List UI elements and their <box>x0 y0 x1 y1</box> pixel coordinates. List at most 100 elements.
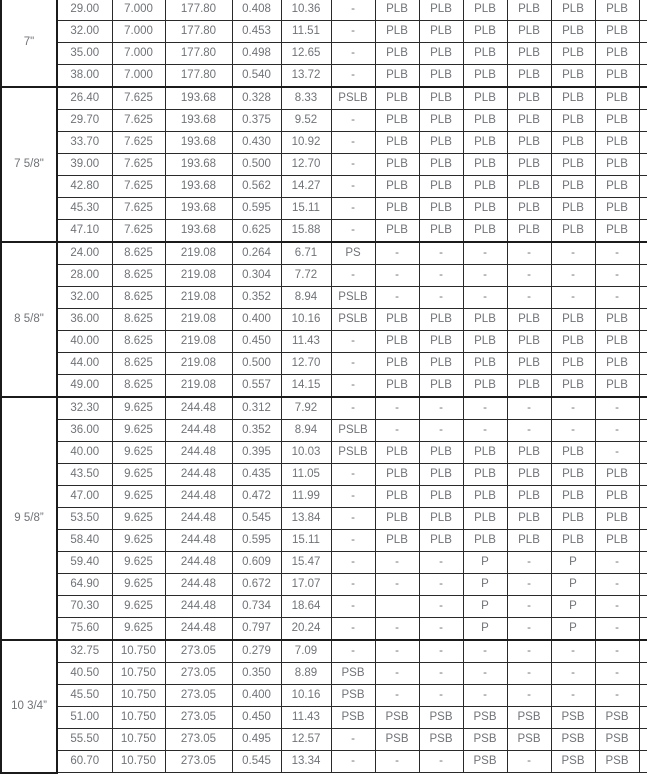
cell-wall_in: 0.562 <box>231 175 282 198</box>
cell-grade_4: - <box>462 286 508 309</box>
cell-wall_mm: 14.15 <box>280 374 332 398</box>
cell-grade_4: PLB <box>462 86 508 110</box>
cell-grade_3: - <box>418 286 464 309</box>
cell-grade_4: PLB <box>462 529 508 552</box>
cell-grade_6: - <box>550 396 596 420</box>
cell-grade_1: - <box>330 264 376 287</box>
cell-grade_2: PLB <box>374 485 420 508</box>
cell-grade_7: - <box>594 286 640 309</box>
cell-grade_3: PLB <box>418 64 464 88</box>
cell-grade_3: PLB <box>418 175 464 198</box>
cell-wall_mm: 7.92 <box>280 396 332 420</box>
cell-grade_5: - <box>506 551 552 574</box>
cell-grade_8: - <box>638 86 647 110</box>
table-row: 49.00 8.625 219.08 0.557 14.15- PLB PLB PLB PLB P… <box>1 374 647 398</box>
cell-grade_1: - <box>330 551 376 574</box>
cell-grade_6: PLB <box>550 463 596 486</box>
cell-od_mm: 219.08 <box>164 308 233 331</box>
cell-grade_2: - <box>374 241 420 265</box>
cell-od_mm: 193.68 <box>164 86 233 110</box>
cell-weight_lb_ft: 36.00 <box>56 419 113 442</box>
cell-grade_2: PLB <box>374 86 420 110</box>
cell-grade_8: PSB <box>638 706 647 729</box>
cell-grade_3: PLB <box>418 20 464 43</box>
cell-wall_mm: 13.34 <box>280 750 332 773</box>
cell-od_in: 9.625 <box>111 441 166 464</box>
cell-wall_in: 0.304 <box>231 264 282 287</box>
cell-grade_6: PLB <box>550 64 596 88</box>
cell-od_in: 10.750 <box>111 728 166 751</box>
cell-grade_1: - <box>330 175 376 198</box>
cell-grade_1: - <box>330 330 376 353</box>
cell-grade_1: PSLB <box>330 308 376 331</box>
cell-weight_lb_ft: 45.30 <box>56 197 113 220</box>
table-row: 7 5/8" 26.40 7.625 193.68 0.328 8.33 PSLB PLB PL… <box>0 86 647 243</box>
cell-grade_1: - <box>330 64 376 88</box>
cell-wall_in: 0.352 <box>231 286 282 309</box>
cell-od_in: 9.625 <box>111 396 166 420</box>
cell-grade_5: PLB <box>506 131 552 154</box>
cell-grade_7: - <box>594 617 640 641</box>
cell-grade_4: PSB <box>462 728 508 751</box>
cell-grade_7: - <box>594 396 640 420</box>
cell-grade_2: PLB <box>374 20 420 43</box>
cell-od_in: 9.625 <box>111 419 166 442</box>
cell-od_in: 9.625 <box>111 485 166 508</box>
cell-od_in: 8.625 <box>111 374 166 398</box>
cell-weight_lb_ft: 28.00 <box>56 264 113 287</box>
cell-od_in: 7.625 <box>111 197 166 220</box>
table-row: 47.10 7.625 193.68 0.625 15.88- PLB PLB PLB PLB P… <box>1 219 647 243</box>
cell-grade_7: PSB <box>594 728 640 751</box>
cell-grade_7: PLB <box>594 219 640 243</box>
cell-wall_in: 0.400 <box>231 308 282 331</box>
table-row: 53.50 9.625 244.48 0.545 13.84- PLB PLB PLB PLB P… <box>1 507 647 530</box>
cell-weight_lb_ft: 51.00 <box>56 706 113 729</box>
cell-grade_5: PLB <box>506 86 552 110</box>
cell-grade_4: PSB <box>462 706 508 729</box>
cell-wall_in: 0.595 <box>231 529 282 552</box>
cell-grade_4: PLB <box>462 197 508 220</box>
cell-grade_8: - <box>638 617 647 641</box>
cell-grade_4: PLB <box>462 441 508 464</box>
cell-grade_4: PLB <box>462 109 508 132</box>
cell-grade_5: PLB <box>506 485 552 508</box>
cell-grade_4: PLB <box>462 308 508 331</box>
cell-grade_5: - <box>506 573 552 596</box>
cell-od_mm: 193.68 <box>164 131 233 154</box>
cell-od_in: 7.625 <box>111 131 166 154</box>
cell-wall_mm: 10.92 <box>280 131 332 154</box>
cell-grade_1: - <box>330 42 376 65</box>
cell-grade_6: PLB <box>550 441 596 464</box>
cell-grade_2: PLB <box>374 441 420 464</box>
cell-od_mm: 244.48 <box>164 463 233 486</box>
cell-grade_3: - <box>418 396 464 420</box>
cell-grade_8: PSLB <box>638 441 647 464</box>
cell-grade_8: - <box>638 573 647 596</box>
cell-wall_in: 0.312 <box>231 396 282 420</box>
cell-grade_7: PLB <box>594 20 640 43</box>
cell-grade_5: PLB <box>506 42 552 65</box>
cell-od_in: 8.625 <box>111 264 166 287</box>
cell-grade_1: PSB <box>330 684 376 707</box>
cell-grade_1: - <box>330 639 376 663</box>
cell-grade_1: PS <box>330 241 376 265</box>
cell-wall_mm: 15.47 <box>280 551 332 574</box>
cell-grade_8: - <box>638 286 647 309</box>
cell-grade_3: - <box>418 639 464 663</box>
cell-grade_5: PLB <box>506 0 552 21</box>
cell-wall_in: 0.625 <box>231 219 282 243</box>
cell-weight_lb_ft: 29.70 <box>56 109 113 132</box>
cell-wall_in: 0.453 <box>231 20 282 43</box>
cell-grade_5: PLB <box>506 197 552 220</box>
cell-grade_6: PLB <box>550 109 596 132</box>
cell-grade_5: PSB <box>506 706 552 729</box>
cell-wall_in: 0.797 <box>231 617 282 641</box>
cell-wall_mm: 8.94 <box>280 286 332 309</box>
cell-od_mm: 193.68 <box>164 109 233 132</box>
cell-od_in: 9.625 <box>111 463 166 486</box>
